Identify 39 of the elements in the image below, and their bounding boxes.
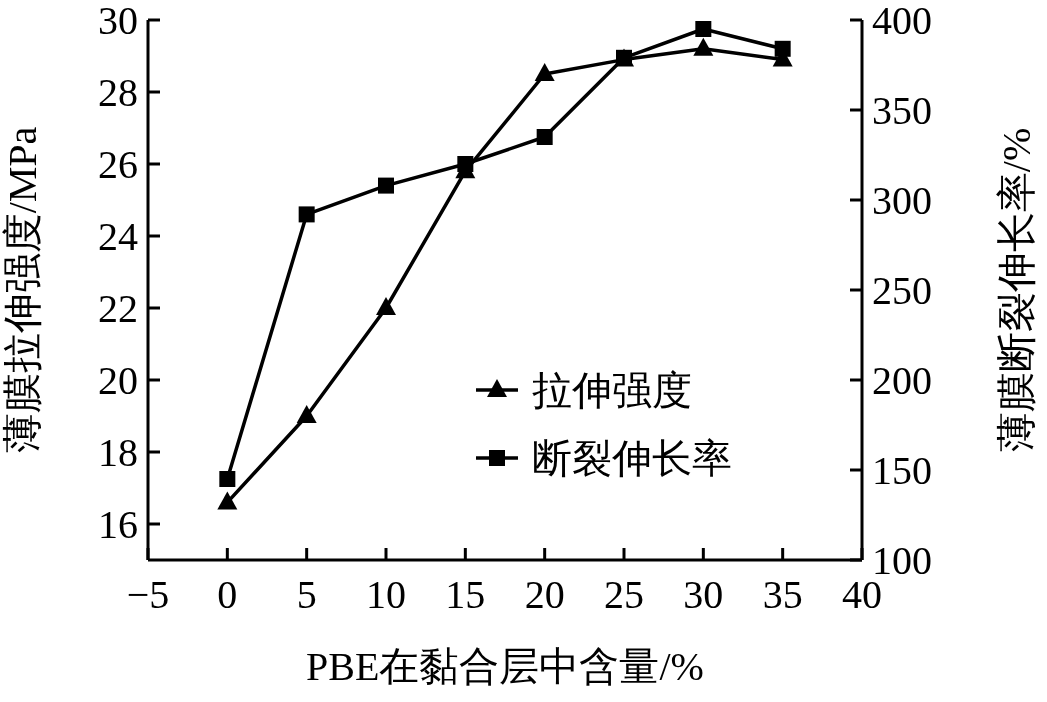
y-tick-label: 18 (98, 430, 138, 475)
x-tick-label: 35 (762, 572, 803, 617)
x-tick-label: 0 (217, 572, 238, 617)
y2-tick-label: 100 (872, 538, 932, 583)
y2-tick-label: 200 (872, 358, 932, 403)
x-tick-label: 25 (604, 572, 644, 617)
y2-tick-label: 150 (872, 448, 932, 493)
x-tick-label: 20 (524, 572, 565, 617)
point (536, 129, 553, 145)
y-tick-label: 30 (98, 0, 138, 43)
y-tick-label: 26 (98, 142, 138, 187)
y-tick-label: 16 (98, 502, 138, 547)
y2-tick-label: 350 (872, 88, 932, 133)
y2-tick-label: 300 (872, 178, 932, 223)
point (298, 206, 315, 223)
y-tick-label: 28 (98, 70, 138, 115)
legend-label: 断裂伸长率 (532, 436, 732, 481)
y-tick-label: 20 (98, 358, 138, 403)
point (378, 177, 394, 194)
y-axis-title: 薄膜拉伸强度/MPa (0, 126, 45, 454)
y-tick-label: 24 (98, 214, 138, 259)
x-tick-label: 10 (366, 572, 406, 617)
x-tick-label: −5 (126, 572, 170, 617)
x-tick-label: 5 (296, 572, 317, 617)
point (695, 21, 712, 37)
point (217, 491, 238, 510)
point (219, 471, 236, 487)
y2-axis-title: 薄膜断裂伸长率/% (994, 127, 1039, 453)
x-axis-title: PBE在黏合层中含量/% (306, 644, 704, 689)
y-tick-label: 22 (98, 286, 138, 331)
point (693, 37, 714, 56)
point (376, 297, 396, 315)
point (534, 63, 555, 81)
point (296, 405, 317, 423)
y2-tick-label: 400 (872, 0, 932, 43)
x-tick-label: 15 (445, 572, 486, 617)
x-tick-label: 30 (683, 572, 724, 617)
legend-label: 拉伸强度 (532, 368, 692, 413)
y2-tick-label: 250 (872, 268, 932, 313)
